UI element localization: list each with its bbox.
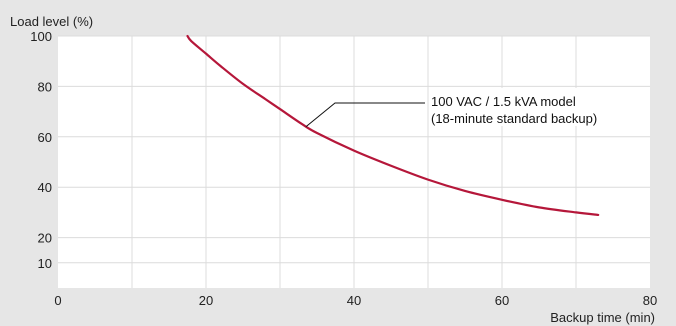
annotation-background [429, 88, 647, 126]
y-tick-label: 40 [38, 180, 52, 195]
annotation: 100 VAC / 1.5 kVA model (18-minute standa… [305, 88, 647, 128]
x-tick-label: 60 [495, 293, 509, 308]
x-tick-label: 80 [643, 293, 657, 308]
annotation-label: (18-minute standard backup) [431, 111, 597, 126]
x-tick-label: 20 [199, 293, 213, 308]
x-axis-title: Backup time (min) [550, 310, 655, 325]
y-axis: 10 20 40 60 80 100 [30, 29, 52, 271]
grid [58, 35, 650, 288]
y-tick-label: 60 [38, 130, 52, 145]
x-axis: 0 20 40 60 80 [54, 293, 657, 308]
y-tick-label: 80 [38, 79, 52, 94]
series-line [186, 34, 600, 217]
x-tick-label: 0 [54, 293, 61, 308]
y-tick-label: 100 [30, 29, 52, 44]
y-tick-label: 10 [38, 256, 52, 271]
x-tick-label: 40 [347, 293, 361, 308]
series-group [186, 34, 600, 217]
y-axis-title: Load level (%) [10, 14, 93, 29]
annotation-label: 100 VAC / 1.5 kVA model [431, 94, 576, 109]
y-tick-label: 20 [38, 231, 52, 246]
annotation-leader-line [305, 102, 425, 128]
